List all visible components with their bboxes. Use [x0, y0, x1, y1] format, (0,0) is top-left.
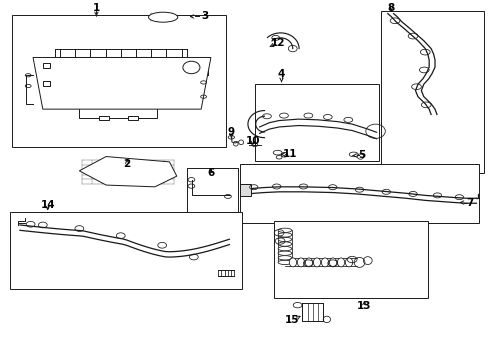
Ellipse shape	[338, 258, 344, 267]
Text: 15: 15	[285, 315, 299, 325]
Bar	[240, 184, 251, 197]
Text: 10: 10	[245, 135, 260, 145]
Bar	[240, 165, 479, 223]
Bar	[381, 11, 484, 173]
Text: 14: 14	[40, 200, 55, 210]
Ellipse shape	[329, 258, 337, 267]
Bar	[43, 63, 50, 68]
Ellipse shape	[183, 61, 200, 74]
Text: 12: 12	[270, 38, 285, 48]
Bar	[128, 116, 138, 120]
Ellipse shape	[297, 258, 305, 267]
Ellipse shape	[313, 258, 320, 267]
Bar	[99, 116, 109, 120]
Ellipse shape	[289, 258, 296, 267]
Bar	[187, 168, 238, 218]
Ellipse shape	[278, 237, 292, 242]
Ellipse shape	[278, 233, 292, 237]
Ellipse shape	[321, 258, 329, 267]
Ellipse shape	[278, 256, 292, 260]
Text: 8: 8	[388, 3, 395, 13]
Bar	[12, 15, 226, 147]
Text: 3: 3	[201, 12, 209, 22]
Bar	[255, 84, 379, 161]
Polygon shape	[33, 58, 211, 109]
Ellipse shape	[278, 228, 292, 233]
Text: 1: 1	[93, 3, 100, 13]
Ellipse shape	[278, 260, 292, 265]
Text: 13: 13	[357, 301, 371, 311]
Text: 4: 4	[278, 68, 285, 78]
Text: 5: 5	[358, 150, 366, 161]
Ellipse shape	[278, 242, 292, 246]
Bar	[10, 212, 242, 289]
Ellipse shape	[305, 258, 313, 267]
Ellipse shape	[148, 12, 178, 22]
Ellipse shape	[278, 251, 292, 255]
Text: 9: 9	[228, 127, 235, 137]
Polygon shape	[79, 157, 177, 187]
Text: 6: 6	[207, 168, 215, 178]
Text: 2: 2	[123, 159, 131, 169]
Ellipse shape	[278, 247, 292, 251]
Text: 11: 11	[283, 149, 297, 159]
Ellipse shape	[345, 258, 353, 267]
Bar	[43, 81, 50, 86]
Bar	[274, 221, 428, 298]
Bar	[240, 184, 250, 194]
Text: 7: 7	[466, 198, 474, 207]
